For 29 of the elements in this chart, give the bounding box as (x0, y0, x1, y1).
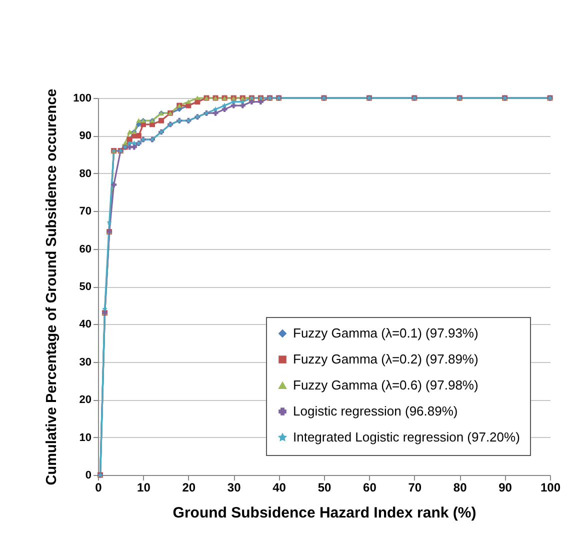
y-tick-label: 50 (79, 281, 92, 293)
x-tick-label: 70 (408, 480, 422, 494)
x-tick-label: 60 (363, 480, 377, 494)
y-tick-label: 90 (79, 130, 92, 142)
y-tick-label: 30 (79, 356, 92, 368)
legend-label: Fuzzy Gamma (λ=0.1) (97.93%) (293, 326, 478, 340)
x-tick-label: 90 (498, 480, 512, 494)
y-tick-label: 80 (79, 168, 92, 180)
y-tick-label: 60 (79, 243, 92, 256)
x-tick-label: 30 (227, 480, 242, 494)
y-axis-title: Cumulative Percentage of Ground Subsidence occurence (44, 88, 60, 486)
x-tick-label: 50 (318, 480, 332, 494)
y-tick-label: 0 (85, 470, 92, 482)
y-tick-label: 40 (79, 318, 92, 331)
x-tick-label: 40 (272, 480, 286, 494)
y-tick-label: 10 (79, 432, 92, 444)
legend-label: Fuzzy Gamma (λ=0.2) (97.89%) (293, 352, 478, 366)
x-tick-label: 100 (540, 480, 561, 494)
x-tick-label: 10 (137, 480, 151, 494)
x-tick-label: 20 (182, 480, 196, 494)
legend-label: Integrated Logistic regression (97.20%) (293, 430, 520, 444)
legend-label: Logistic regression (96.89%) (293, 404, 458, 418)
y-tick-label: 100 (73, 92, 92, 104)
y-tick-label: 70 (79, 206, 92, 218)
x-tick-label: 0 (95, 480, 102, 494)
legend-label: Fuzzy Gamma (λ=0.6) (97.98%) (293, 378, 478, 392)
x-axis-title: Ground Subsidence Hazard Index rank (%) (172, 504, 476, 522)
x-tick-label: 80 (453, 480, 468, 494)
y-tick-label: 20 (79, 394, 92, 406)
